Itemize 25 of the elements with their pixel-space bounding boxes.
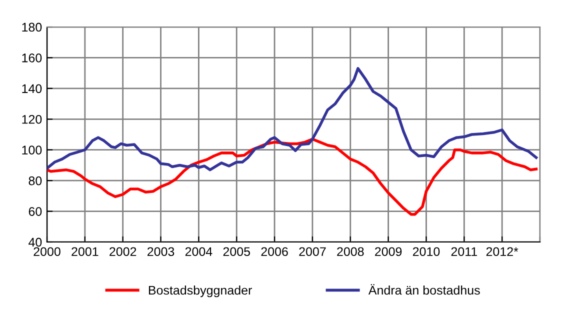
- legend-label: Bostadsbyggnader: [148, 286, 252, 298]
- x-tick-label: 2011: [451, 247, 477, 256]
- y-tick-label: 60: [28, 207, 42, 216]
- y-tick-label: 80: [28, 176, 42, 186]
- x-tick-label: 2006: [261, 247, 288, 256]
- y-tick-label: 40: [28, 238, 42, 247]
- x-tick-label: 2010: [412, 247, 440, 256]
- y-tick-label: 120: [22, 114, 42, 124]
- x-tick-label: 2012*: [486, 247, 518, 256]
- x-tick-label: 2000: [34, 247, 60, 256]
- line-series: [47, 138, 538, 216]
- line-series: [47, 67, 538, 172]
- y-tick-label: 140: [22, 84, 42, 94]
- x-tick-label: 2008: [337, 247, 364, 256]
- y-tick-label: 100: [22, 146, 42, 155]
- x-tick-label: 2001: [72, 247, 98, 256]
- x-tick-label: 2002: [110, 247, 136, 256]
- legend-label: Ändra än bostadhus: [368, 284, 480, 295]
- x-tick-label: 2004: [185, 247, 212, 256]
- y-tick-label: 180: [22, 22, 42, 32]
- x-tick-label: 2003: [147, 247, 174, 256]
- x-tick-label: 2009: [375, 247, 402, 256]
- x-tick-label: 2005: [223, 247, 250, 256]
- x-tick-label: 2007: [299, 247, 326, 256]
- y-tick-label: 160: [22, 54, 42, 62]
